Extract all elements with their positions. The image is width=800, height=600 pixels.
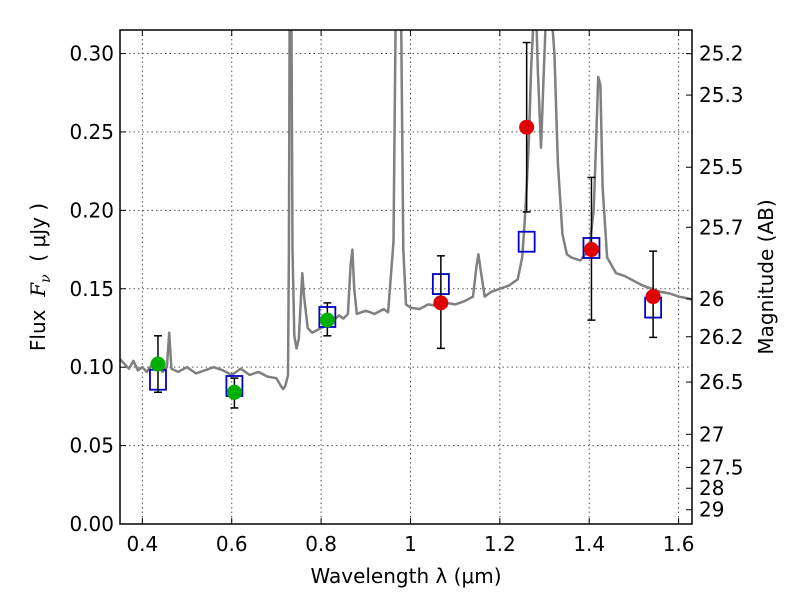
y-tick-label: 0.15 [69, 277, 114, 301]
x-tick-label: 1.2 [484, 532, 516, 556]
y-axis-title-subscript: ν [38, 274, 54, 283]
right-tick-label: 26 [699, 287, 724, 311]
observed-point [519, 119, 535, 135]
x-tick-label: 0.6 [216, 532, 248, 556]
x-tick-label: 1.6 [663, 532, 695, 556]
right-tick-label: 26.5 [699, 370, 744, 394]
plot-frame [119, 29, 693, 525]
observed-point [226, 384, 242, 400]
y-tick-label: 0.10 [69, 355, 114, 379]
y-axis-title-right: Magnitude (AB) [754, 199, 778, 354]
ticks: 0.4 0.6 0.8 1 1.2 1.4 1.6 0.00 0.05 0.10 0.15 0.20 0… [69, 30, 744, 556]
spectrum-line [120, 30, 692, 391]
right-tick-label: 28 [699, 476, 724, 500]
model-square [517, 230, 536, 253]
observed-point [433, 295, 449, 311]
y-axis-title-symbol: F [26, 282, 50, 298]
y-tick-label: 0.00 [69, 512, 114, 536]
y-tick-label: 0.20 [69, 198, 114, 222]
y-tick-label: 0.30 [69, 42, 114, 66]
x-tick-label: 1.4 [573, 532, 605, 556]
right-tick-label: 27.5 [699, 455, 744, 479]
x-tick-label: 0.4 [126, 532, 158, 556]
right-tick-label: 25.5 [699, 155, 744, 179]
y-axis-title-left: Flux Fν ( μJy ) [26, 203, 54, 351]
x-axis-title: Wavelength λ (μm) [310, 564, 501, 588]
observed-point [583, 242, 599, 258]
y-tick-label: 0.05 [69, 434, 114, 458]
right-tick-label: 26.2 [699, 325, 744, 349]
right-tick-label: 27 [699, 422, 724, 446]
right-tick-label: 29 [699, 498, 724, 522]
observed-point [645, 289, 661, 305]
y-axis-title-suffix: ( μJy ) [26, 203, 50, 275]
observed-point [319, 312, 335, 328]
plot-area [120, 30, 692, 391]
right-tick-label: 25.7 [699, 215, 744, 239]
observed-point [150, 356, 166, 372]
plot-background [120, 30, 692, 524]
markers [149, 41, 663, 409]
y-axis-title-prefix: Flux [26, 297, 50, 351]
right-tick-label: 25.3 [699, 83, 744, 107]
x-tick-label: 1 [404, 532, 417, 556]
y-tick-label: 0.25 [69, 120, 114, 144]
x-tick-label: 0.8 [305, 532, 337, 556]
right-tick-label: 25.2 [699, 42, 744, 66]
